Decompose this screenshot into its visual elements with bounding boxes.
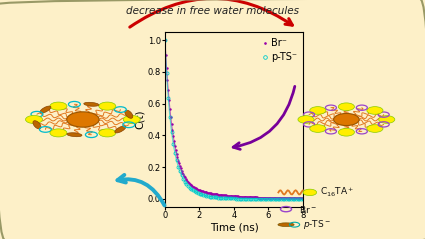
Line: Br⁻: Br⁻ (164, 39, 304, 200)
Ellipse shape (379, 116, 395, 123)
Ellipse shape (67, 133, 82, 137)
Ellipse shape (367, 125, 383, 132)
Ellipse shape (123, 115, 140, 124)
Ellipse shape (99, 102, 116, 110)
Ellipse shape (334, 114, 359, 125)
Ellipse shape (303, 189, 317, 196)
Ellipse shape (33, 121, 41, 129)
Legend: Br⁻, p-TS⁻: Br⁻, p-TS⁻ (261, 37, 298, 63)
Ellipse shape (338, 103, 354, 111)
Ellipse shape (298, 116, 314, 123)
Ellipse shape (310, 125, 326, 132)
p-TS⁻ (162, 39, 167, 42)
Y-axis label: C(t): C(t) (135, 110, 144, 129)
p-TS⁻ (275, 197, 281, 200)
p-TS⁻ (297, 197, 302, 200)
Ellipse shape (67, 112, 99, 127)
Br⁻ (244, 196, 249, 198)
Ellipse shape (278, 223, 294, 227)
Ellipse shape (367, 107, 383, 114)
Ellipse shape (50, 102, 67, 110)
Ellipse shape (115, 126, 126, 133)
Ellipse shape (84, 102, 99, 106)
Ellipse shape (99, 129, 116, 137)
p-TS⁻ (237, 197, 242, 200)
Ellipse shape (338, 128, 354, 136)
Ellipse shape (26, 115, 42, 124)
p-TS⁻ (244, 197, 249, 200)
p-TS⁻ (229, 197, 234, 200)
Br⁻ (228, 195, 233, 197)
Line: p-TS⁻: p-TS⁻ (163, 39, 305, 200)
Ellipse shape (125, 110, 133, 118)
Br⁻ (229, 195, 234, 197)
Text: $p$-TS$^-$: $p$-TS$^-$ (303, 218, 331, 231)
Text: Br$^-$: Br$^-$ (299, 204, 317, 215)
Br⁻ (162, 39, 167, 42)
Br⁻ (275, 197, 281, 200)
Text: decrease in free water molecules: decrease in free water molecules (126, 6, 299, 16)
Ellipse shape (50, 129, 67, 137)
p-TS⁻ (300, 197, 306, 200)
X-axis label: Time (ns): Time (ns) (210, 223, 258, 233)
Ellipse shape (40, 106, 51, 113)
Br⁻ (300, 197, 306, 200)
Br⁻ (297, 197, 302, 200)
Br⁻ (237, 195, 242, 198)
p-TS⁻ (228, 197, 233, 200)
Text: C$_{16}$TA$^+$: C$_{16}$TA$^+$ (320, 186, 354, 199)
Ellipse shape (310, 107, 326, 114)
